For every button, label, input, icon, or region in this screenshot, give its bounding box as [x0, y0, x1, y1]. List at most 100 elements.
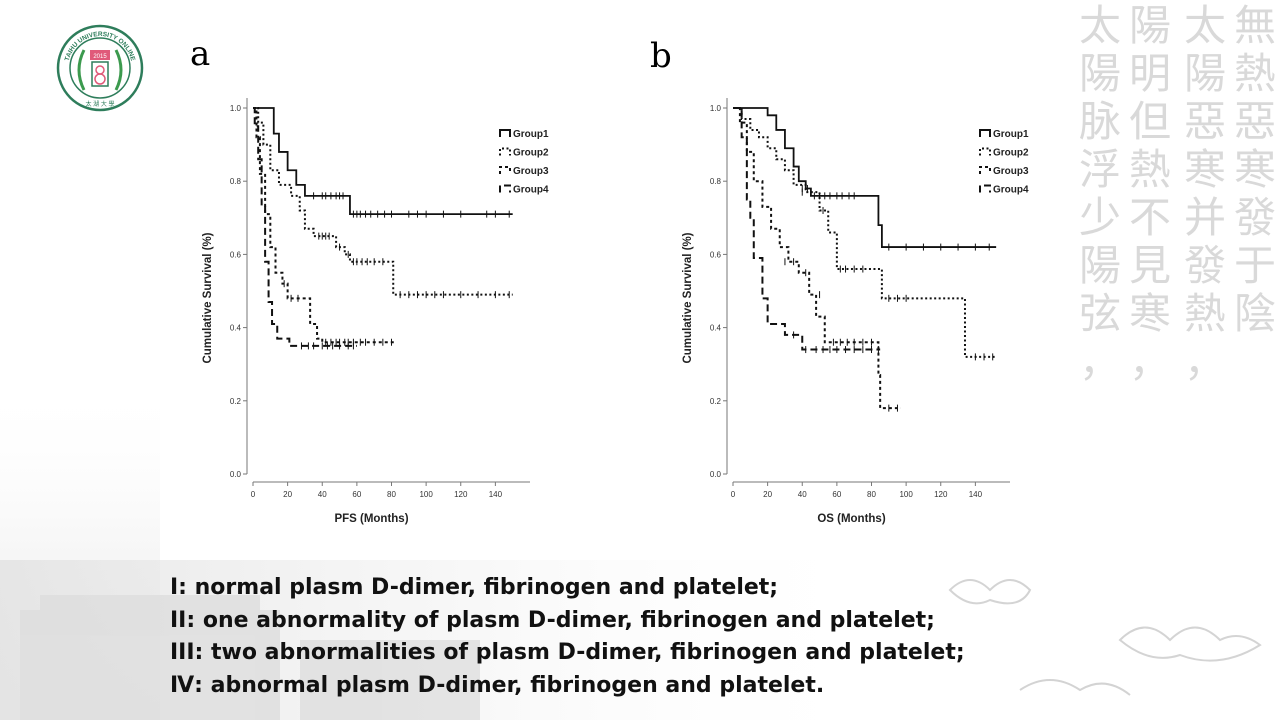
- legend-label-group2: Group2: [993, 148, 1029, 159]
- x-axis-title: PFS (Months): [334, 513, 408, 525]
- x-tick-label: 20: [283, 490, 292, 499]
- y-tick-label: 0.0: [710, 470, 722, 479]
- survival-curve-group2: [253, 107, 513, 296]
- caption-line-group4: Ⅳ: abnormal plasm D-dimer, fibrinogen an…: [170, 672, 825, 698]
- calligraphy-char: 熱: [1184, 289, 1226, 338]
- legend-swatch-group1: [499, 129, 511, 137]
- y-tick-label: 1.0: [230, 104, 242, 113]
- survival-curve-group1: [253, 107, 513, 216]
- os-survival-chart: 0.0 0.2 0.4 0.6 0.8 1.0 0 20 40 60 80 100 120 140 OS (…: [675, 70, 1035, 535]
- x-tick-label: 140: [489, 490, 503, 499]
- legend-label-group4: Group4: [993, 185, 1029, 196]
- calligraphy-char: 陰: [1234, 289, 1276, 338]
- cloud-ornament: [948, 579, 1262, 696]
- x-tick-label: 120: [934, 490, 948, 499]
- caption-line-group1: I: normal plasm D-dimer, fibrinogen and …: [170, 575, 779, 600]
- y-tick-label: 1.0: [710, 104, 722, 113]
- legend-label-group1: Group1: [993, 129, 1029, 140]
- x-tick-label: 0: [731, 490, 736, 499]
- y-tick-label: 0.2: [710, 397, 722, 406]
- y-tick-label: 0.8: [230, 177, 242, 186]
- calligraphy-char: ，: [1184, 337, 1226, 386]
- y-axis-title: Cumulative Survival (%): [202, 232, 214, 363]
- legend-swatch-group4: [979, 184, 991, 193]
- pfs-survival-chart: 0.0 0.2 0.4 0.6 0.8 1.0 0 20 40 60 80 100 120 140 PFS …: [195, 70, 555, 535]
- km-plot-b: 0.0 0.2 0.4 0.6 0.8 1.0 0 20 40 60 80 100 120 140 OS (…: [682, 98, 1029, 525]
- y-tick-label: 0.6: [230, 250, 242, 259]
- logo-year: 2015: [93, 54, 107, 60]
- calligraphy-char: 太: [1079, 1, 1121, 50]
- legend-label-group4: Group4: [513, 185, 549, 196]
- legend-label-group2: Group2: [513, 148, 549, 159]
- x-tick-label: 60: [352, 490, 361, 499]
- calligraphy-char: 見: [1129, 241, 1171, 290]
- legend-swatch-group2: [499, 147, 511, 156]
- calligraphy-char: 并: [1184, 193, 1226, 242]
- legend-label-group3: Group3: [513, 166, 549, 177]
- y-tick-label: 0.2: [230, 397, 242, 406]
- y-axis-title: Cumulative Survival (%): [682, 232, 694, 363]
- caption-line-group3: III: two abnormalities of plasm D-dimer,…: [170, 640, 965, 665]
- survival-curve-group3: [733, 107, 901, 410]
- calligraphy-char: 陽: [1184, 49, 1226, 98]
- x-tick-label: 100: [899, 490, 913, 499]
- x-tick-label: 80: [387, 490, 396, 499]
- x-tick-label: 40: [318, 490, 327, 499]
- calligraphy-char: ，: [1079, 337, 1121, 386]
- calligraphy-char: 熱: [1234, 49, 1276, 98]
- calligraphy-char: 寒: [1184, 145, 1226, 194]
- calligraphy-char: 浮: [1079, 145, 1121, 194]
- y-tick-label: 0.4: [230, 324, 242, 333]
- survival-curve-group3: [253, 107, 395, 344]
- x-tick-label: 140: [969, 490, 983, 499]
- x-axis-title: OS (Months): [817, 513, 886, 525]
- legend-swatch-group4: [499, 184, 511, 193]
- y-tick-label: 0.4: [710, 324, 722, 333]
- calligraphy-char: 于: [1234, 241, 1276, 290]
- calligraphy-char: 陽: [1129, 1, 1171, 50]
- x-tick-label: 40: [798, 490, 807, 499]
- group-definition-caption: I: normal plasm D-dimer, fibrinogen and …: [170, 572, 965, 702]
- logo-bottom-text: 太 湖 大 學: [85, 100, 114, 108]
- survival-curve-group1: [733, 107, 997, 248]
- x-tick-label: 100: [419, 490, 433, 499]
- calligraphy-char: 陽: [1079, 241, 1121, 290]
- x-tick-label: 20: [763, 490, 772, 499]
- calligraphy-char: 太: [1184, 1, 1226, 50]
- y-tick-label: 0.0: [230, 470, 242, 479]
- x-tick-label: 0: [251, 490, 256, 499]
- calligraphy-char: 惡: [1184, 97, 1226, 146]
- calligraphy-char: 弦: [1079, 289, 1121, 338]
- calligraphy-char: 明: [1129, 49, 1171, 98]
- calligraphy-char: 無: [1234, 1, 1276, 50]
- calligraphy-char: 發: [1184, 241, 1226, 290]
- panel-label-b: b: [650, 36, 672, 76]
- legend-label-group3: Group3: [993, 166, 1029, 177]
- calligraphy-char: 不: [1129, 193, 1171, 242]
- university-logo: TAIHU UNIVERSITY ONLINE 2015 太 湖 大 學: [56, 24, 144, 112]
- x-tick-label: 80: [867, 490, 876, 499]
- calligraphy-char: 陽: [1079, 49, 1121, 98]
- legend-swatch-group3: [499, 166, 511, 174]
- calligraphy-char: 寒: [1129, 289, 1171, 338]
- survival-curve-group4: [733, 107, 881, 351]
- km-plot-a: 0.0 0.2 0.4 0.6 0.8 1.0 0 20 40 60 80 100 120 140 PFS …: [202, 98, 549, 525]
- panel-label-a: a: [190, 34, 211, 74]
- calligraphy-char: 發: [1234, 193, 1276, 242]
- y-tick-label: 0.6: [710, 250, 722, 259]
- x-tick-label: 60: [832, 490, 841, 499]
- calligraphy-char: ，: [1129, 337, 1171, 386]
- legend-label-group1: Group1: [513, 129, 549, 140]
- legend-swatch-group3: [979, 166, 991, 174]
- calligraphy-char: 少: [1079, 193, 1121, 242]
- survival-curve-group4: [253, 107, 357, 347]
- calligraphy-char: 但: [1129, 97, 1171, 146]
- y-tick-label: 0.8: [710, 177, 722, 186]
- survival-curve-group2: [733, 107, 997, 358]
- calligraphy-char: 寒: [1234, 145, 1276, 194]
- legend-swatch-group1: [979, 129, 991, 137]
- x-tick-label: 120: [454, 490, 468, 499]
- calligraphy-char: 熱: [1129, 145, 1171, 194]
- calligraphy-char: 惡: [1234, 97, 1276, 146]
